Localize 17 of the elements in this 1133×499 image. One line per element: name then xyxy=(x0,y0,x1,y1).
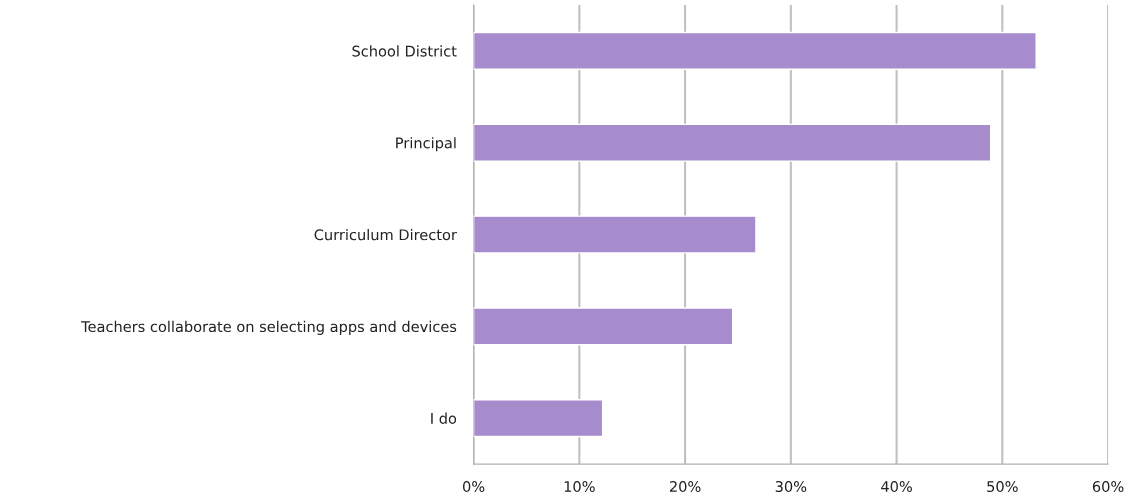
x-tick-label: 40% xyxy=(881,480,912,493)
bar xyxy=(473,215,757,254)
bar xyxy=(473,123,992,162)
x-tick-label: 10% xyxy=(564,480,595,493)
x-tick-label: 60% xyxy=(1092,480,1124,493)
bar xyxy=(473,399,604,438)
x-tick-label: 50% xyxy=(987,480,1018,493)
y-tick-label: Principal xyxy=(396,137,456,152)
x-tick-label: 20% xyxy=(669,480,701,493)
bar xyxy=(473,31,1037,70)
bar xyxy=(473,307,734,346)
y-tick-label: I do xyxy=(431,412,457,424)
y-tick-label: Teachers collaborate on selecting apps and devices xyxy=(81,320,457,335)
x-tick-label: 30% xyxy=(775,480,807,493)
y-tick-label: Curriculum Director xyxy=(314,228,457,241)
y-tick-label: School District xyxy=(352,45,457,57)
x-tick-label: 0% xyxy=(462,480,485,493)
